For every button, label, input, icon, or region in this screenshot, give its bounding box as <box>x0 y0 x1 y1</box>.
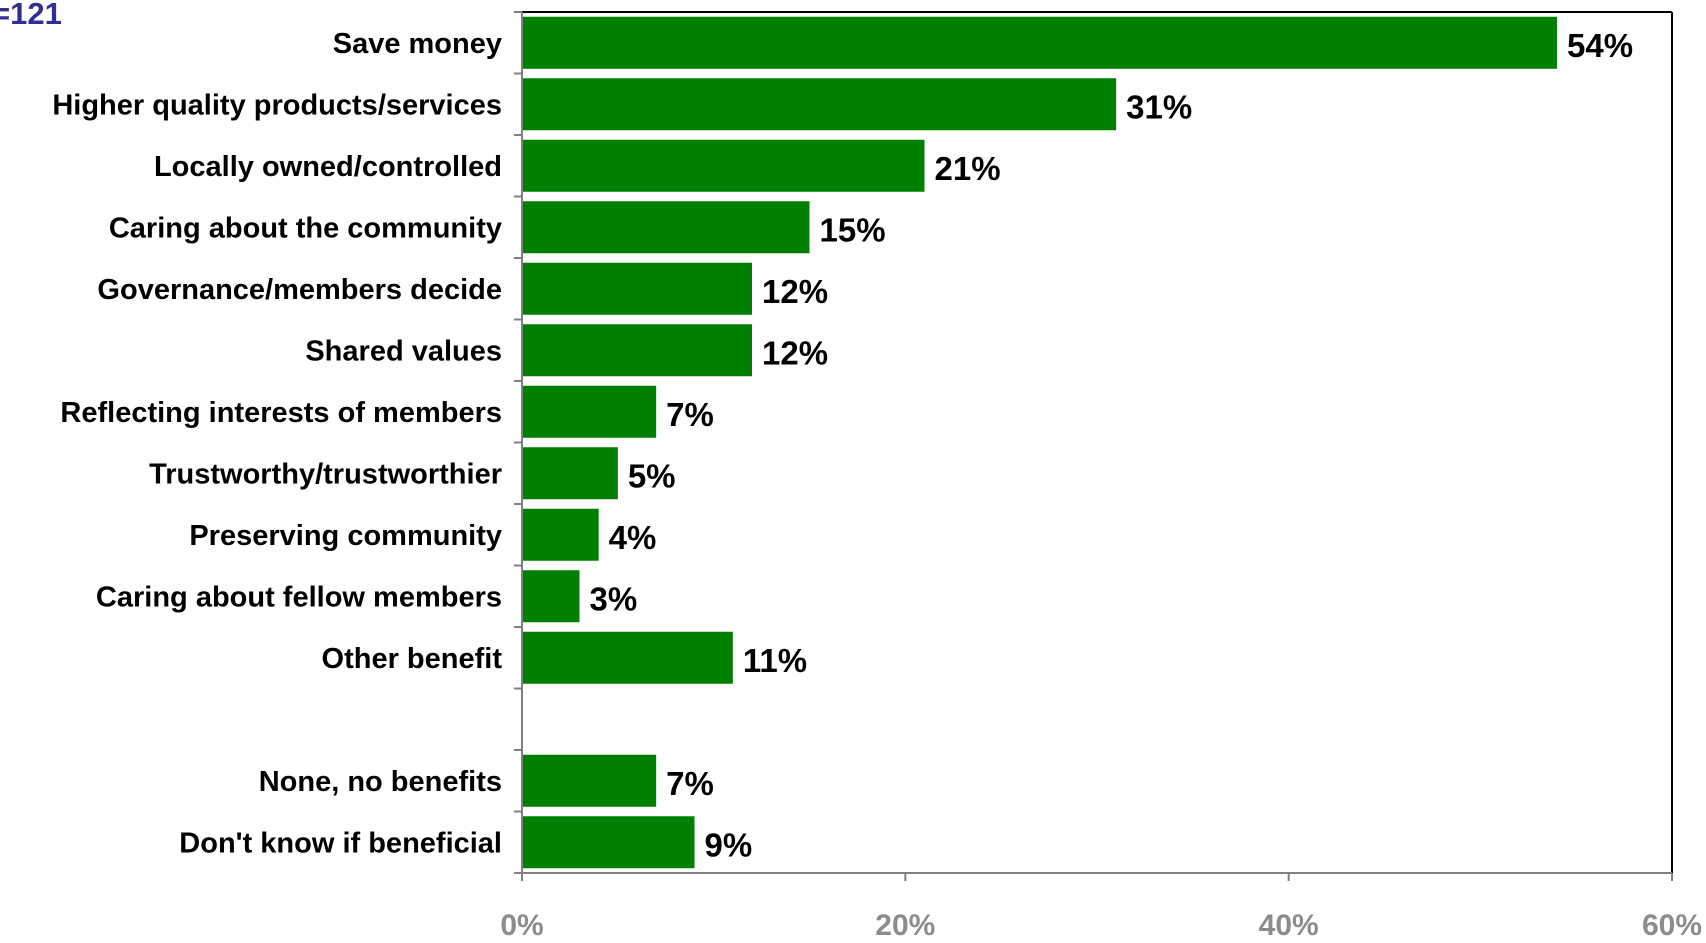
data-label: 3% <box>590 580 638 617</box>
data-label: 12% <box>762 273 828 310</box>
x-tick-label: 40% <box>1259 909 1319 942</box>
bar <box>522 201 810 254</box>
category-label: Reflecting interests of members <box>60 397 502 429</box>
bar <box>522 508 599 561</box>
bar <box>522 78 1117 131</box>
axes-group: 0% 20% 40% 60% <box>500 11 1702 942</box>
data-label: 7% <box>666 765 714 802</box>
data-label: 9% <box>705 826 753 863</box>
category-label: Don't know if beneficial <box>179 827 502 859</box>
x-tick-label: 20% <box>875 909 935 942</box>
data-label: 12% <box>762 334 828 371</box>
bar <box>522 139 925 192</box>
category-label: Governance/members decide <box>97 274 502 306</box>
data-label: 15% <box>820 211 886 248</box>
bar <box>522 324 752 377</box>
category-label: None, no benefits <box>259 766 502 798</box>
category-label: Locally owned/controlled <box>154 151 502 183</box>
data-label: 11% <box>743 642 807 679</box>
category-label: Caring about fellow members <box>96 581 502 613</box>
category-label: Save money <box>333 28 502 60</box>
x-tick-label: 0% <box>500 909 543 942</box>
bar <box>522 447 618 500</box>
category-label: Shared values <box>305 335 502 367</box>
bar <box>522 754 657 807</box>
bar <box>522 631 733 684</box>
sample-size-label: =121 <box>0 0 62 31</box>
bars-group: Save money 54% Higher quality products/ser… <box>52 16 1633 869</box>
bar <box>522 262 752 315</box>
bar <box>522 385 657 438</box>
category-label: Higher quality products/services <box>52 89 502 121</box>
data-label: 4% <box>609 519 657 556</box>
data-label: 21% <box>935 150 1001 187</box>
data-label: 7% <box>666 396 714 433</box>
data-label: 54% <box>1567 27 1633 64</box>
x-tick-label: 60% <box>1642 909 1702 942</box>
bar <box>522 816 695 869</box>
category-label: Caring about the community <box>109 212 502 244</box>
data-label: 5% <box>628 457 676 494</box>
bar <box>522 16 1557 69</box>
bar <box>522 570 580 623</box>
category-label: Other benefit <box>322 643 503 675</box>
data-label: 31% <box>1126 88 1192 125</box>
category-label: Trustworthy/trustworthier <box>149 458 502 490</box>
category-label: Preserving community <box>189 520 502 552</box>
